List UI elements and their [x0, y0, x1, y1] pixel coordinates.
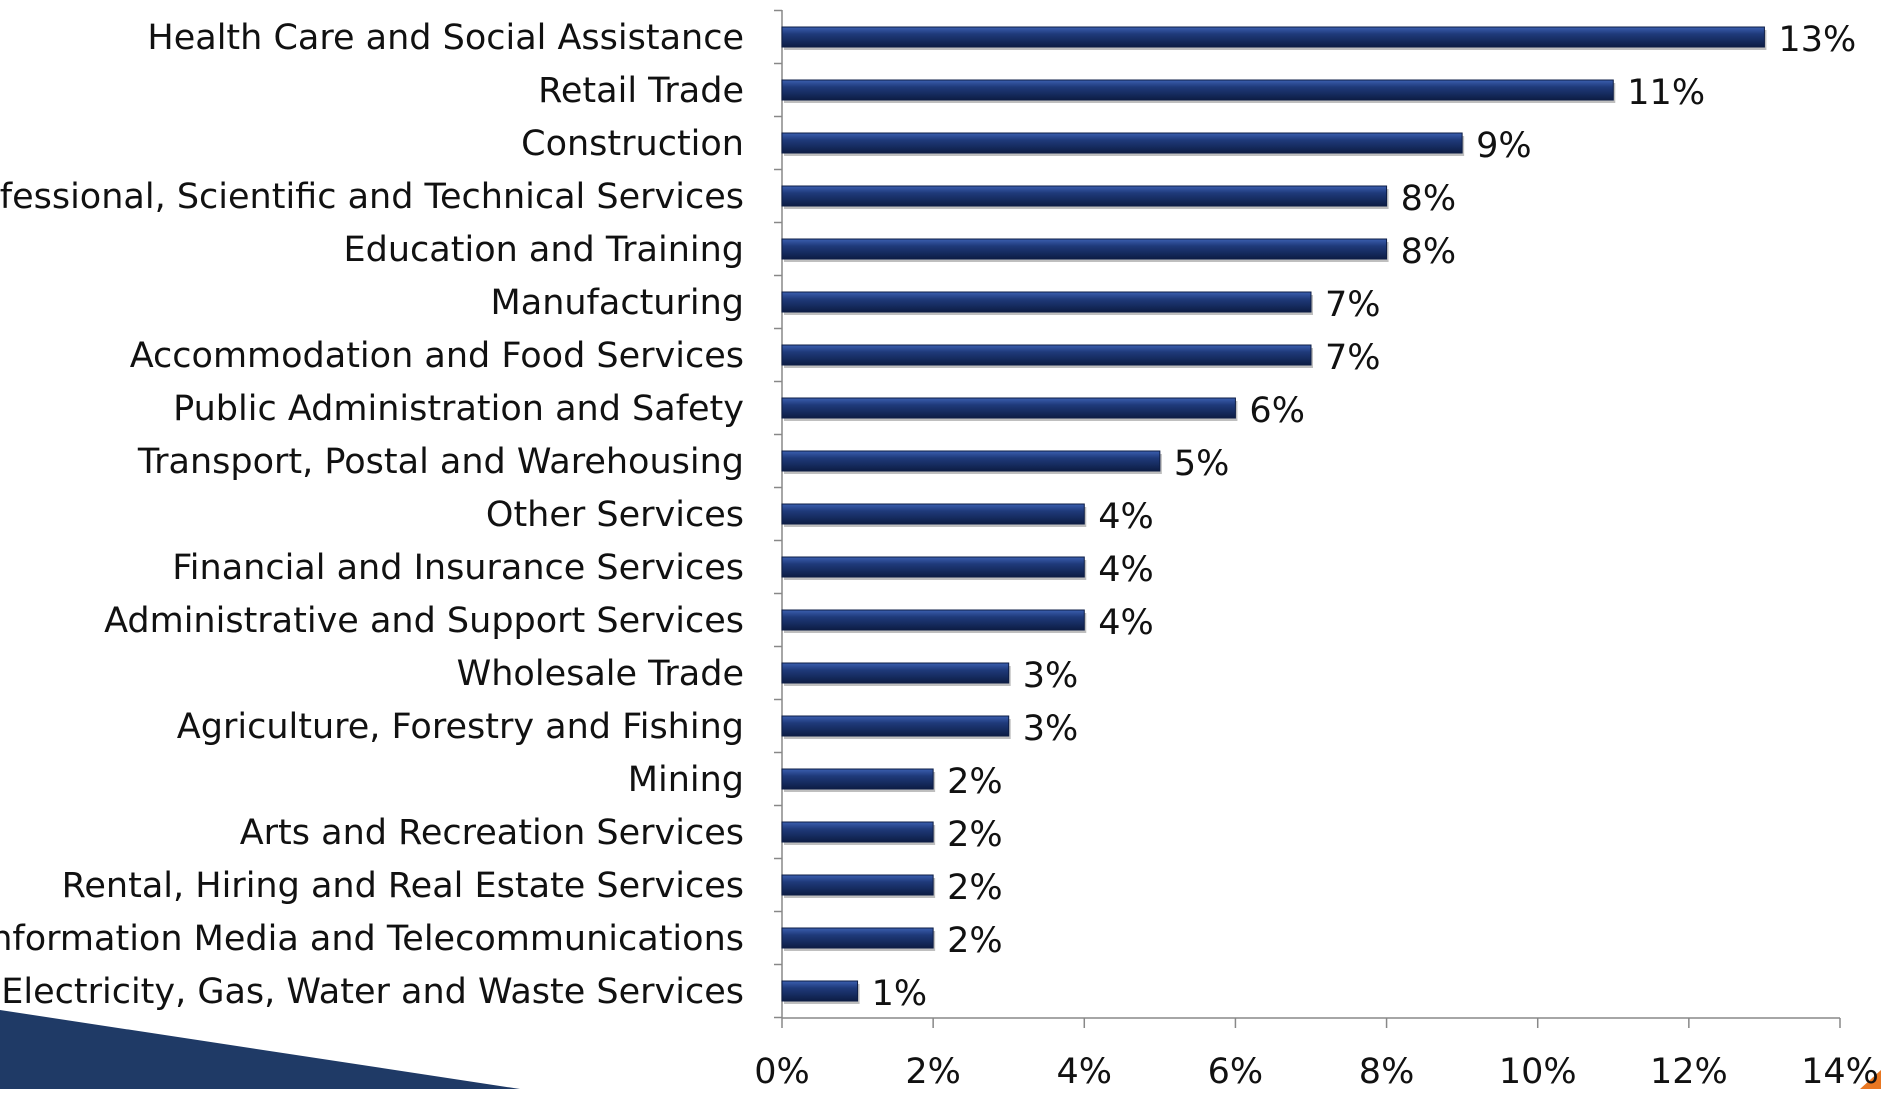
category-label: Financial and Insurance Services	[172, 548, 744, 588]
bar	[781, 609, 1085, 631]
bar	[781, 26, 1765, 48]
category-label: Arts and Recreation Services	[240, 813, 744, 853]
data-label: 8%	[1401, 179, 1457, 219]
category-label: Wholesale Trade	[457, 654, 744, 694]
data-label: 2%	[947, 868, 1003, 908]
x-tick-label: 10%	[1499, 1052, 1577, 1089]
category-label: Construction	[521, 124, 744, 164]
data-label: 4%	[1098, 497, 1154, 537]
category-label: Transport, Postal and Warehousing	[137, 442, 744, 482]
x-tick-label: 0%	[754, 1052, 810, 1089]
data-label: 13%	[1778, 20, 1856, 60]
data-label: 2%	[947, 815, 1003, 855]
bar	[781, 132, 1463, 154]
data-label: 2%	[947, 921, 1003, 961]
category-label: Other Services	[486, 495, 744, 535]
bar	[781, 185, 1388, 207]
bar	[781, 980, 859, 1002]
category-label: Mining	[628, 760, 744, 800]
data-label: 4%	[1098, 550, 1154, 590]
category-label: Accommodation and Food Services	[130, 336, 744, 376]
plot-area: 0% 2% 4% 6% 8% 10% 12% 14% Health Care and Socia…	[0, 9, 1879, 1092]
data-label: 3%	[1023, 656, 1079, 696]
bar	[781, 927, 934, 949]
bar	[781, 450, 1161, 472]
data-label: 8%	[1401, 232, 1457, 272]
x-tick-label: 2%	[905, 1052, 961, 1089]
x-tick-label: 8%	[1359, 1052, 1415, 1089]
bar	[781, 715, 1010, 737]
category-label: Retail Trade	[538, 71, 744, 111]
x-tick-label: 4%	[1057, 1052, 1113, 1089]
category-label: Health Care and Social Assistance	[147, 18, 744, 58]
x-tick-label: 6%	[1208, 1052, 1264, 1089]
data-label: 9%	[1476, 126, 1532, 166]
bar	[781, 503, 1085, 525]
category-label: Administrative and Support Services	[104, 601, 744, 641]
category-label: Agriculture, Forestry and Fishing	[177, 707, 744, 747]
x-tick-label: 14%	[1801, 1052, 1879, 1089]
category-label: Electricity, Gas, Water and Waste Servic…	[1, 972, 744, 1012]
bar	[781, 79, 1614, 101]
data-label: 2%	[947, 762, 1003, 802]
data-label: 7%	[1325, 285, 1381, 325]
bar	[781, 556, 1085, 578]
bar	[781, 874, 934, 896]
category-label: Information Media and Telecommunications	[0, 919, 744, 959]
category-label: Education and Training	[344, 230, 744, 270]
decorative-navy-corner-shape	[0, 1010, 520, 1089]
data-label: 5%	[1174, 444, 1230, 484]
data-label: 3%	[1023, 709, 1079, 749]
data-label: 1%	[872, 974, 928, 1014]
category-label: Rental, Hiring and Real Estate Services	[62, 866, 744, 906]
data-label: 7%	[1325, 338, 1381, 378]
category-label: Manufacturing	[491, 283, 744, 323]
data-label: 4%	[1098, 603, 1154, 643]
data-label: 6%	[1249, 391, 1305, 431]
data-label: 11%	[1627, 73, 1705, 113]
bar	[781, 397, 1236, 419]
bar	[781, 662, 1010, 684]
category-label: Professional, Scientific and Technical S…	[0, 177, 744, 217]
bar	[781, 344, 1312, 366]
category-label: Public Administration and Safety	[173, 389, 744, 429]
bar	[781, 768, 934, 790]
decorative-orange-corner-shape	[1860, 1070, 1881, 1089]
bar	[781, 238, 1388, 260]
x-tick-label: 12%	[1650, 1052, 1728, 1089]
bar	[781, 291, 1312, 313]
bar	[781, 821, 934, 843]
